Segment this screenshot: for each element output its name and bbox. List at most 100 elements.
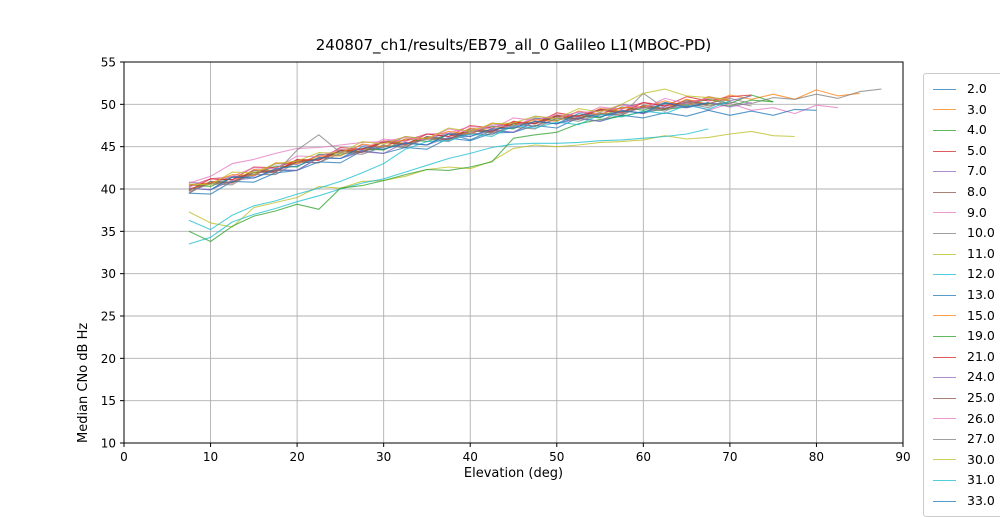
legend-label: 27.0 [967,431,995,447]
legend-label: 7.0 [967,163,987,179]
x-tick-label: 0 [120,450,128,464]
legend-line-swatch [933,335,956,337]
legend-line-swatch [933,212,956,214]
legend-line-swatch [933,232,956,234]
plot-canvas: 0 10 20 30 40 50 60 70 80 90 10 15 20 25 30 35 40 45 50 55 [101,56,911,465]
legend-line-swatch [933,480,956,482]
series-line-11.0 [188,130,795,228]
legend-item: 27.0 [924,429,1000,450]
y-axis-label: Median CNo dB Hz [76,322,91,443]
legend-label: 25.0 [967,389,995,405]
legend-item: 33.0 [924,491,1000,512]
y-tick-label: 40 [101,183,116,197]
legend-item: 5.0 [924,141,1000,162]
legend-line-swatch [933,418,956,420]
x-tick-label: 30 [376,450,391,464]
chart-title: 240807_ch1/results/EB79_all_0 Galileo L1… [315,36,712,54]
legend-item: 3.0 [924,100,1000,121]
series-line-25.0 [188,99,709,191]
legend-item: 9.0 [924,203,1000,224]
legend-line-swatch [933,150,956,152]
series-line-8.0 [188,97,731,194]
legend-line-swatch [933,438,956,440]
legend-item: 10.0 [924,223,1000,244]
y-tick-label: 45 [101,140,116,154]
legend-item: 12.0 [924,264,1000,285]
legend-label: 19.0 [967,328,995,344]
legend-item: 30.0 [924,450,1000,471]
legend-label: 33.0 [967,492,995,508]
legend-item: 8.0 [924,182,1000,203]
legend-line-swatch [933,274,956,276]
legend-line-swatch [933,88,956,90]
legend-line-swatch [933,129,956,131]
legend-line-swatch [933,315,956,317]
x-tick-label: 50 [549,450,564,464]
series-line-19.0 [188,99,774,243]
y-tick-label: 30 [101,267,116,281]
x-axis-label: Elevation (deg) [463,466,564,481]
legend-label: 12.0 [967,266,995,282]
legend-label: 11.0 [967,245,995,261]
legend-line-swatch [933,253,956,255]
legend-label: 5.0 [967,142,987,158]
legend-label: 15.0 [967,307,995,323]
legend-box: 2.0 3.0 4.0 5.0 7.0 8.0 9.0 10.0 11.0 12.0 13.0 15.… [923,73,1000,517]
legend-label: 24.0 [967,369,995,385]
legend-label: 8.0 [967,184,987,200]
legend-line-swatch [933,397,956,399]
legend-label: 10.0 [967,225,995,241]
series-line-13.0 [188,108,817,195]
legend-line-swatch [933,171,956,173]
legend-label: 31.0 [967,472,995,488]
legend-item: 2.0 [924,79,1000,100]
series-line-10.0 [188,88,882,194]
legend-line-swatch [933,500,956,502]
series-line-27.0 [188,101,752,193]
y-tick-label: 20 [101,352,116,366]
legend-label: 9.0 [967,204,987,220]
legend-label: 26.0 [967,410,995,426]
y-tick-label: 55 [101,56,116,70]
legend-line-swatch [933,459,956,461]
legend-item: 4.0 [924,120,1000,141]
series-line-30.0 [188,88,730,186]
legend-item: 15.0 [924,306,1000,327]
legend-line-swatch [933,294,956,296]
x-tick-label: 20 [289,450,304,464]
y-tick-label: 10 [101,437,116,451]
plot-border [123,61,904,444]
y-tick-label: 50 [101,98,116,112]
legend-label: 13.0 [967,286,995,302]
legend-item: 25.0 [924,388,1000,409]
legend-item: 26.0 [924,409,1000,430]
x-tick-label: 10 [203,450,218,464]
legend-label: 21.0 [967,348,995,364]
legend-item: 13.0 [924,285,1000,306]
legend-label: 3.0 [967,101,987,117]
legend-line-swatch [933,191,956,193]
figure: 0 10 20 30 40 50 60 70 80 90 10 15 20 25 30 35 40 45 50 55 … [76,36,1000,517]
series-line-26.0 [188,97,730,184]
series-line-9.0 [188,102,839,188]
y-tick-label: 15 [101,394,116,408]
legend-item: 21.0 [924,347,1000,368]
x-tick-label: 80 [809,450,824,464]
legend-item: 19.0 [924,326,1000,347]
legend-label: 4.0 [967,122,987,138]
x-tick-label: 40 [463,450,478,464]
legend-line-swatch [933,377,956,379]
legend-item: 11.0 [924,244,1000,265]
legend-item: 24.0 [924,367,1000,388]
series-line-12.0 [188,128,709,245]
x-tick-label: 90 [895,450,910,464]
legend-item: 31.0 [924,470,1000,491]
legend-label: 2.0 [967,81,987,97]
y-tick-label: 35 [101,225,116,239]
legend-label: 30.0 [967,451,995,467]
legend-item: 7.0 [924,161,1000,182]
x-tick-label: 70 [722,450,737,464]
legend-line-swatch [933,109,956,111]
legend-line-swatch [933,356,956,358]
x-tick-label: 60 [636,450,651,464]
